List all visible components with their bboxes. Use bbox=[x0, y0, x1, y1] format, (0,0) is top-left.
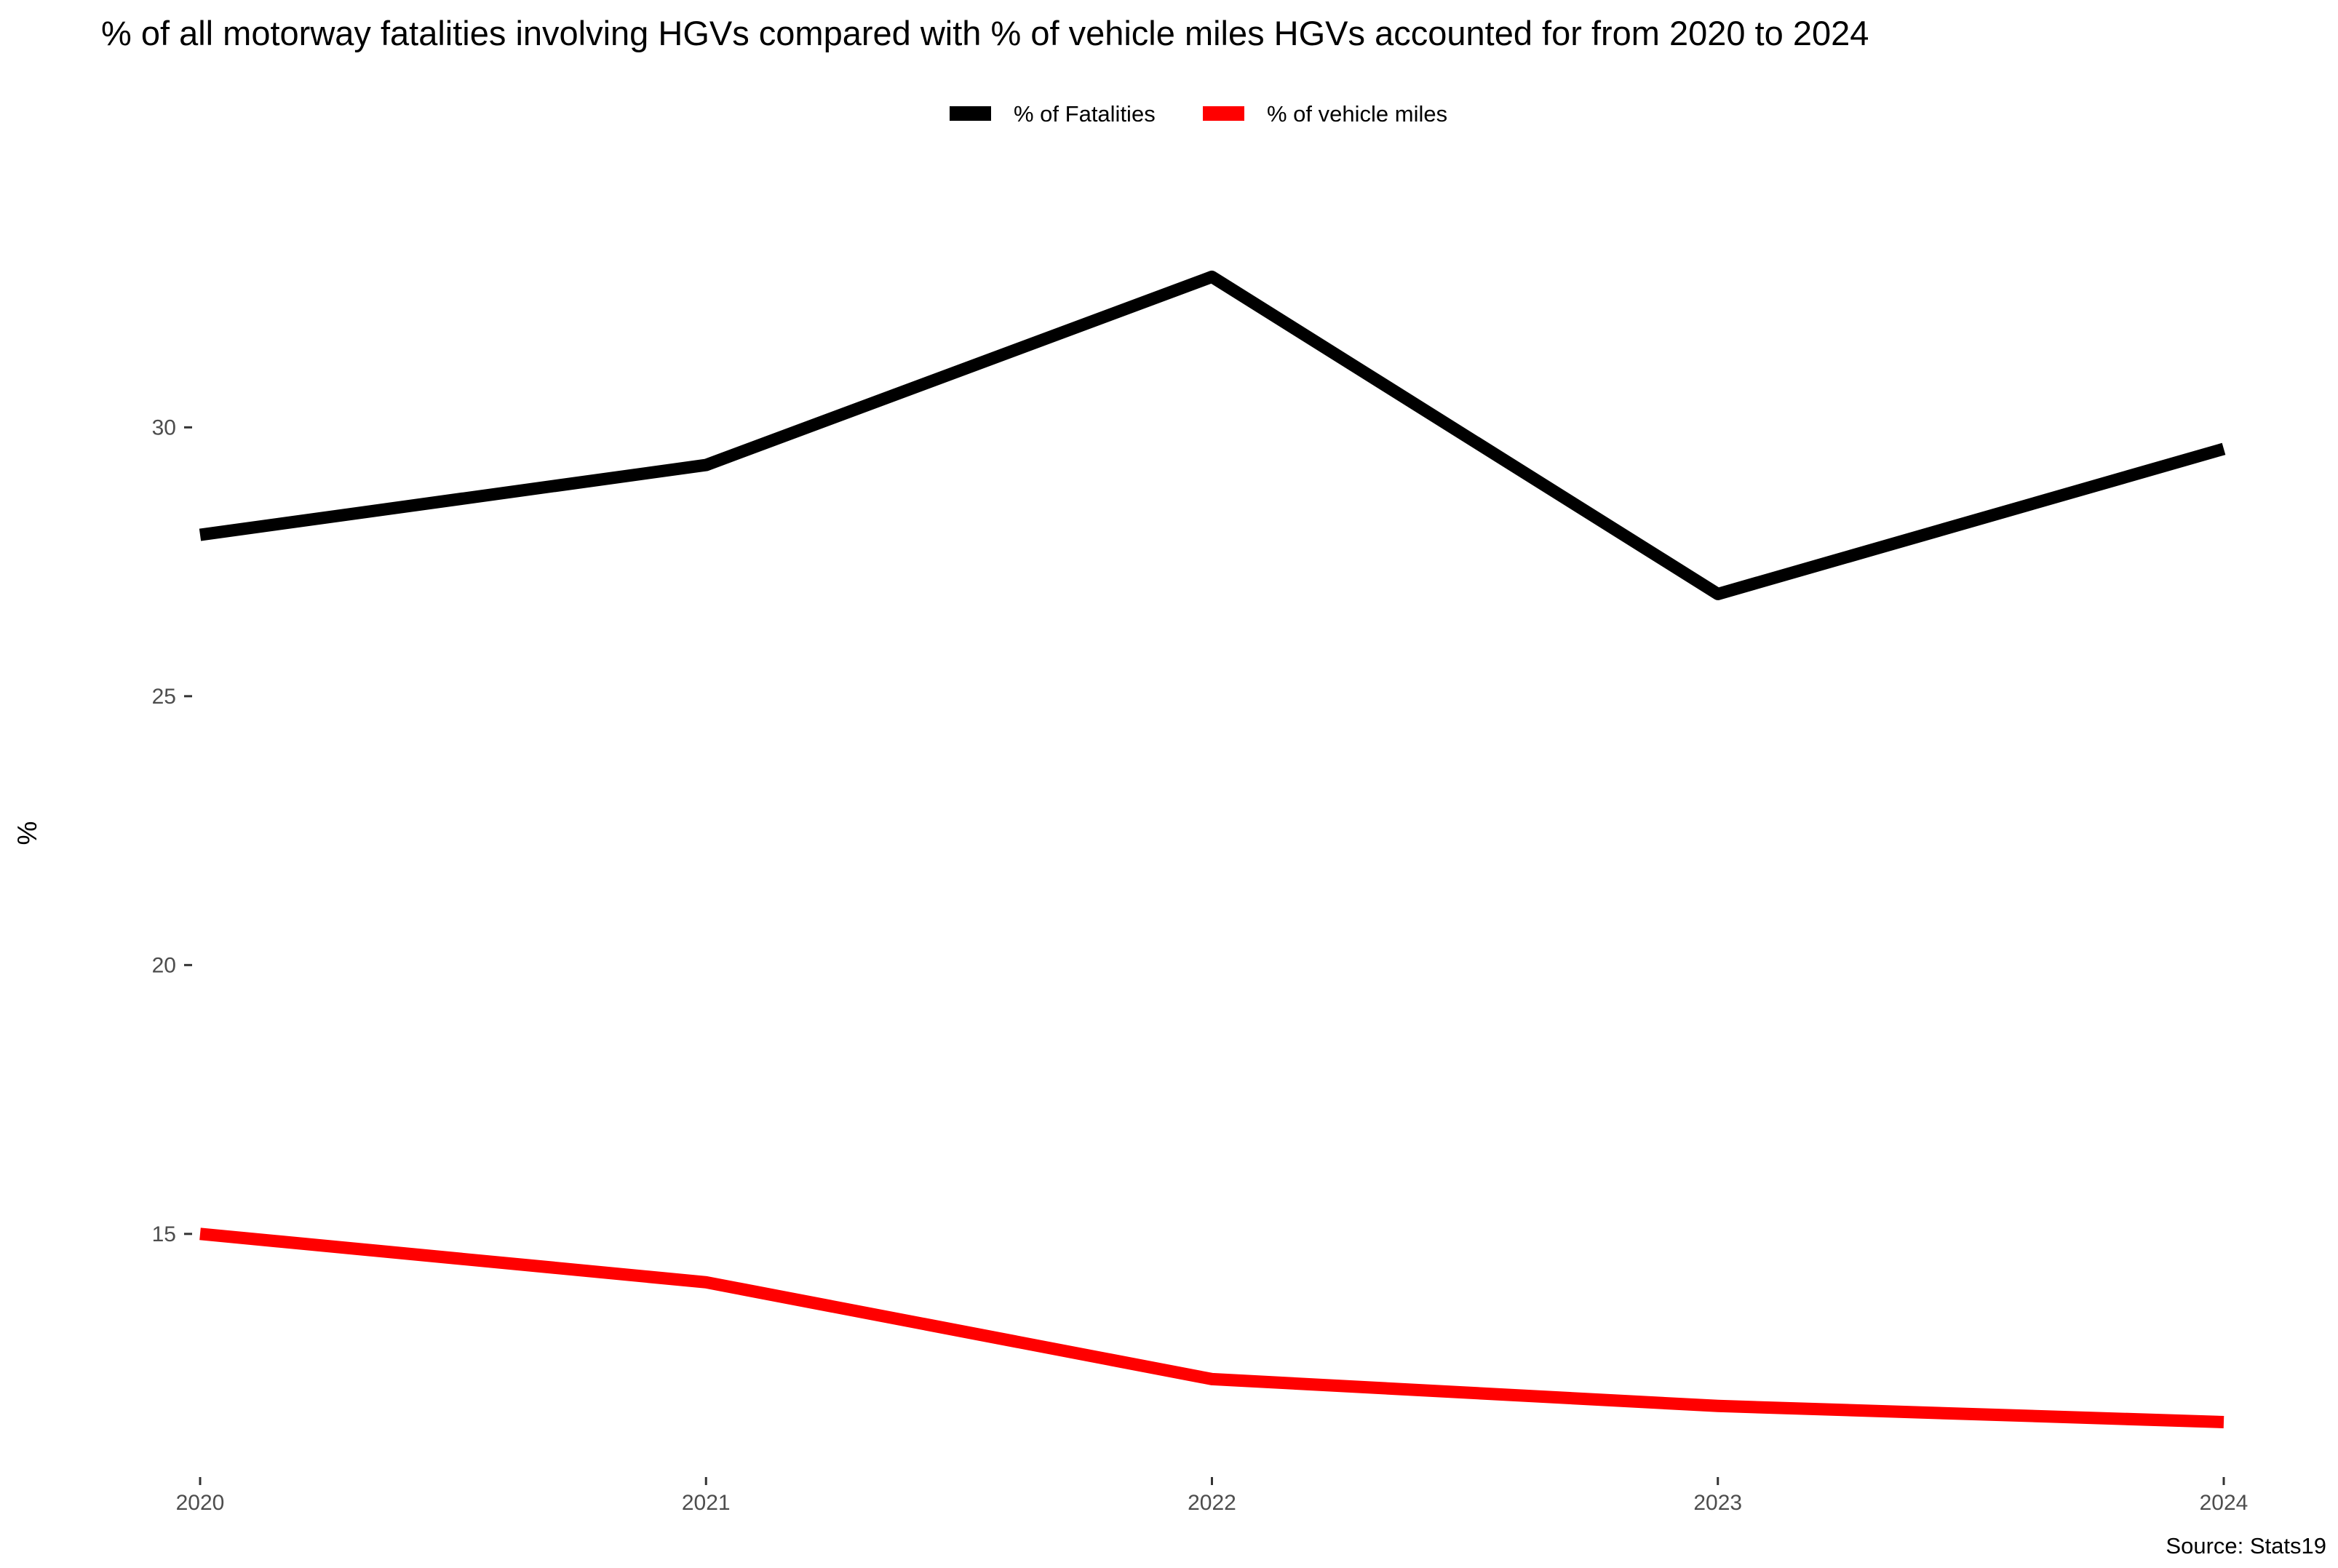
y-tick-label: 25 bbox=[152, 685, 176, 709]
series-line-vehicle-miles bbox=[199, 1227, 2224, 1428]
y-tick-label: 20 bbox=[152, 953, 176, 977]
y-axis: 15 20 25 30 bbox=[152, 415, 192, 1246]
y-tick-label: 15 bbox=[152, 1222, 176, 1246]
x-tick-label: 2022 bbox=[1188, 1491, 1236, 1515]
legend: % of Fatalities % of vehicle miles bbox=[950, 101, 1447, 127]
x-tick-label: 2021 bbox=[682, 1491, 731, 1515]
x-tick-label: 2024 bbox=[2200, 1491, 2248, 1515]
x-tick-label: 2020 bbox=[176, 1491, 225, 1515]
y-tick-label: 30 bbox=[152, 415, 176, 439]
y-axis-title: % bbox=[12, 821, 42, 845]
chart-caption: Source: Stats19 bbox=[2166, 1533, 2326, 1559]
legend-label-vehicle-miles: % of vehicle miles bbox=[1267, 101, 1447, 127]
chart-title: % of all motorway fatalities involving H… bbox=[101, 14, 1869, 52]
legend-label-fatalities: % of Fatalities bbox=[1014, 101, 1156, 127]
x-axis: 2020 2021 2022 2023 2024 bbox=[176, 1477, 2248, 1515]
series-lines bbox=[199, 270, 2226, 1428]
x-tick-label: 2023 bbox=[1693, 1491, 1742, 1515]
series-line-fatalities bbox=[199, 270, 2226, 600]
